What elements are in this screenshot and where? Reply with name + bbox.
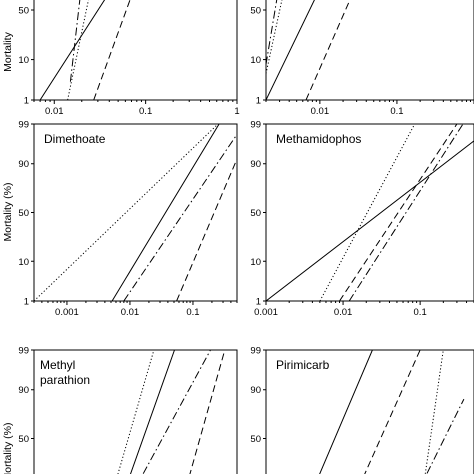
axes-frame-methamidophos bbox=[265, 124, 474, 302]
y-tick-label-dimethoate: 1 bbox=[24, 297, 29, 308]
y-tick-label-pirimicarb: 99 bbox=[250, 346, 261, 357]
y-tick-label-methyl-parathion: 90 bbox=[18, 385, 29, 396]
y-tick-label-pirimicarb: 50 bbox=[250, 434, 261, 445]
panel-title-methamidophos: Methamidophos bbox=[276, 132, 361, 146]
y-tick-label-pirimicarb: 90 bbox=[250, 385, 261, 396]
y-tick-label-methamidophos: 99 bbox=[250, 120, 261, 131]
x-tick-label-dimethoate: 0.1 bbox=[186, 307, 199, 318]
y-axis-label-methyl-parathion: Mortality (%) bbox=[2, 423, 14, 474]
series-line-methyl-parathion-dashed bbox=[189, 350, 226, 474]
y-tick-label-panel-2: 1 bbox=[256, 96, 261, 107]
y-tick-label-panel-2: 10 bbox=[250, 55, 261, 66]
series-line-methamidophos-dotted bbox=[319, 124, 416, 301]
y-tick-label-methyl-parathion: 99 bbox=[18, 346, 29, 357]
series-line-methamidophos-dashed bbox=[339, 124, 458, 301]
series-line-panel-2-dashed bbox=[305, 0, 351, 100]
y-tick-label-panel-2: 50 bbox=[250, 6, 261, 17]
series-line-dimethoate-dashdot bbox=[123, 134, 237, 301]
y-tick-label-methyl-parathion: 50 bbox=[18, 434, 29, 445]
panel-title-pirimicarb: Pirimicarb bbox=[276, 358, 330, 372]
series-line-panel-2-solid bbox=[266, 0, 315, 100]
y-axis-label-panel-1: Mortality bbox=[2, 31, 14, 71]
series-line-methyl-parathion-dotted bbox=[117, 350, 155, 474]
y-axis-label-dimethoate: Mortality (%) bbox=[2, 183, 14, 242]
y-tick-label-dimethoate: 90 bbox=[18, 159, 29, 170]
series-line-methamidophos-solid bbox=[266, 140, 474, 301]
x-tick-label-panel-1: 0.1 bbox=[139, 106, 152, 117]
y-tick-label-methamidophos: 90 bbox=[250, 159, 261, 170]
x-tick-label-methamidophos: 0.001 bbox=[254, 307, 278, 318]
series-line-pirimicarb-dotted bbox=[424, 350, 444, 474]
panel-border-methyl-parathion bbox=[34, 349, 238, 474]
panel-border-dimethoate bbox=[34, 123, 238, 301]
y-tick-label-panel-1: 50 bbox=[18, 6, 29, 17]
series-line-methyl-parathion-dashdot bbox=[142, 350, 211, 474]
series-line-methamidophos-dashdot bbox=[348, 124, 464, 301]
axes-frame-panel-1 bbox=[33, 0, 237, 101]
series-line-panel-1-dashed bbox=[93, 0, 131, 100]
series-line-panel-2-dotted bbox=[266, 0, 283, 74]
panel-border-pirimicarb bbox=[266, 349, 474, 474]
x-tick-label-methamidophos: 0.01 bbox=[334, 307, 353, 318]
series-line-panel-1-dashdot bbox=[69, 0, 81, 82]
x-tick-label-methamidophos: 0.1 bbox=[414, 307, 427, 318]
series-line-pirimicarb-solid bbox=[319, 350, 373, 474]
y-tick-label-methamidophos: 10 bbox=[250, 257, 261, 268]
series-line-pirimicarb-dashdot bbox=[426, 398, 465, 474]
series-line-panel-1-solid bbox=[39, 0, 106, 100]
axes-frame-panel-2 bbox=[265, 0, 474, 101]
series-line-methyl-parathion-solid bbox=[129, 350, 175, 474]
x-tick-label-panel-2: 0.01 bbox=[311, 106, 330, 117]
series-line-panel-1-dotted bbox=[67, 0, 89, 100]
panel-border-methamidophos bbox=[266, 123, 474, 301]
y-tick-label-dimethoate: 50 bbox=[18, 208, 29, 219]
y-tick-label-panel-1: 10 bbox=[18, 55, 29, 66]
panel-title-methyl-parathion-line-2: parathion bbox=[40, 373, 90, 387]
series-line-dimethoate-dotted bbox=[34, 124, 219, 301]
x-tick-label-panel-2: 0.1 bbox=[390, 106, 403, 117]
x-tick-label-panel-1: 0.01 bbox=[45, 106, 64, 117]
x-tick-label-panel-1: 1 bbox=[234, 106, 239, 117]
x-tick-label-dimethoate: 0.01 bbox=[121, 307, 140, 318]
series-line-pirimicarb-dashed bbox=[364, 350, 421, 474]
panel-title-dimethoate: Dimethoate bbox=[44, 132, 106, 146]
y-tick-label-dimethoate: 99 bbox=[18, 120, 29, 131]
y-tick-label-dimethoate: 10 bbox=[18, 257, 29, 268]
series-line-dimethoate-solid bbox=[111, 124, 220, 301]
axes-frame-dimethoate bbox=[33, 124, 237, 302]
panel-title-methyl-parathion-line-1: Methyl bbox=[40, 358, 75, 372]
x-tick-label-dimethoate: 0.001 bbox=[55, 307, 79, 318]
series-line-panel-2-dashdot bbox=[266, 0, 278, 65]
y-tick-label-methamidophos: 50 bbox=[250, 208, 261, 219]
series-line-dimethoate-dashed bbox=[176, 158, 237, 301]
y-tick-label-methamidophos: 1 bbox=[256, 297, 261, 308]
y-tick-label-panel-1: 1 bbox=[24, 96, 29, 107]
